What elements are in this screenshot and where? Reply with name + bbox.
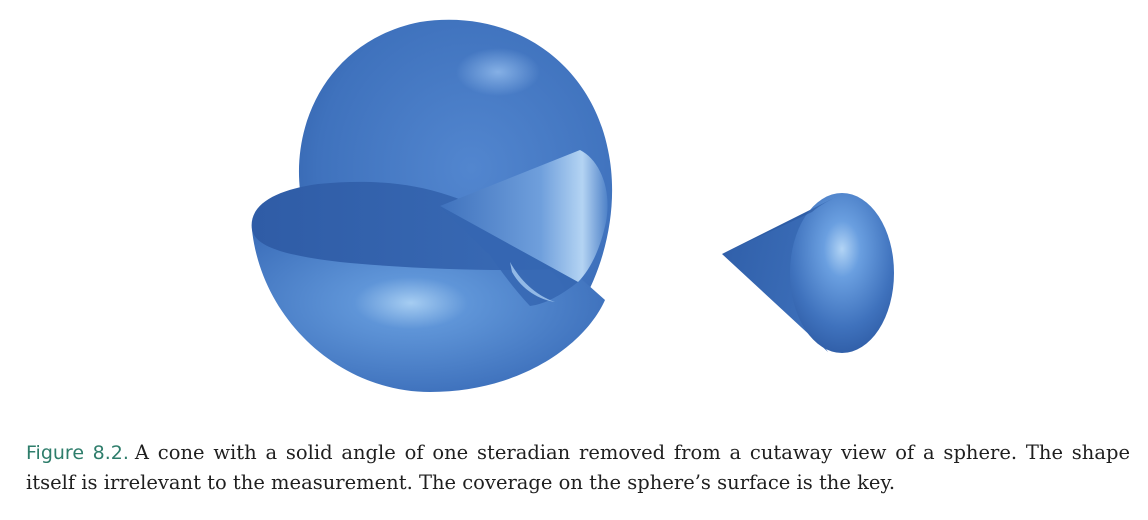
caption-text: A cone with a solid angle of one steradi… (26, 441, 1130, 494)
figure-illustration (251, 19, 894, 392)
cutaway-sphere (251, 19, 613, 392)
sphere-cone-diagram (251, 19, 894, 392)
removed-cone (722, 193, 894, 353)
figure-caption: Figure 8.2. A cone with a solid angle of … (26, 438, 1130, 497)
figure-label: Figure 8.2. (26, 442, 129, 464)
